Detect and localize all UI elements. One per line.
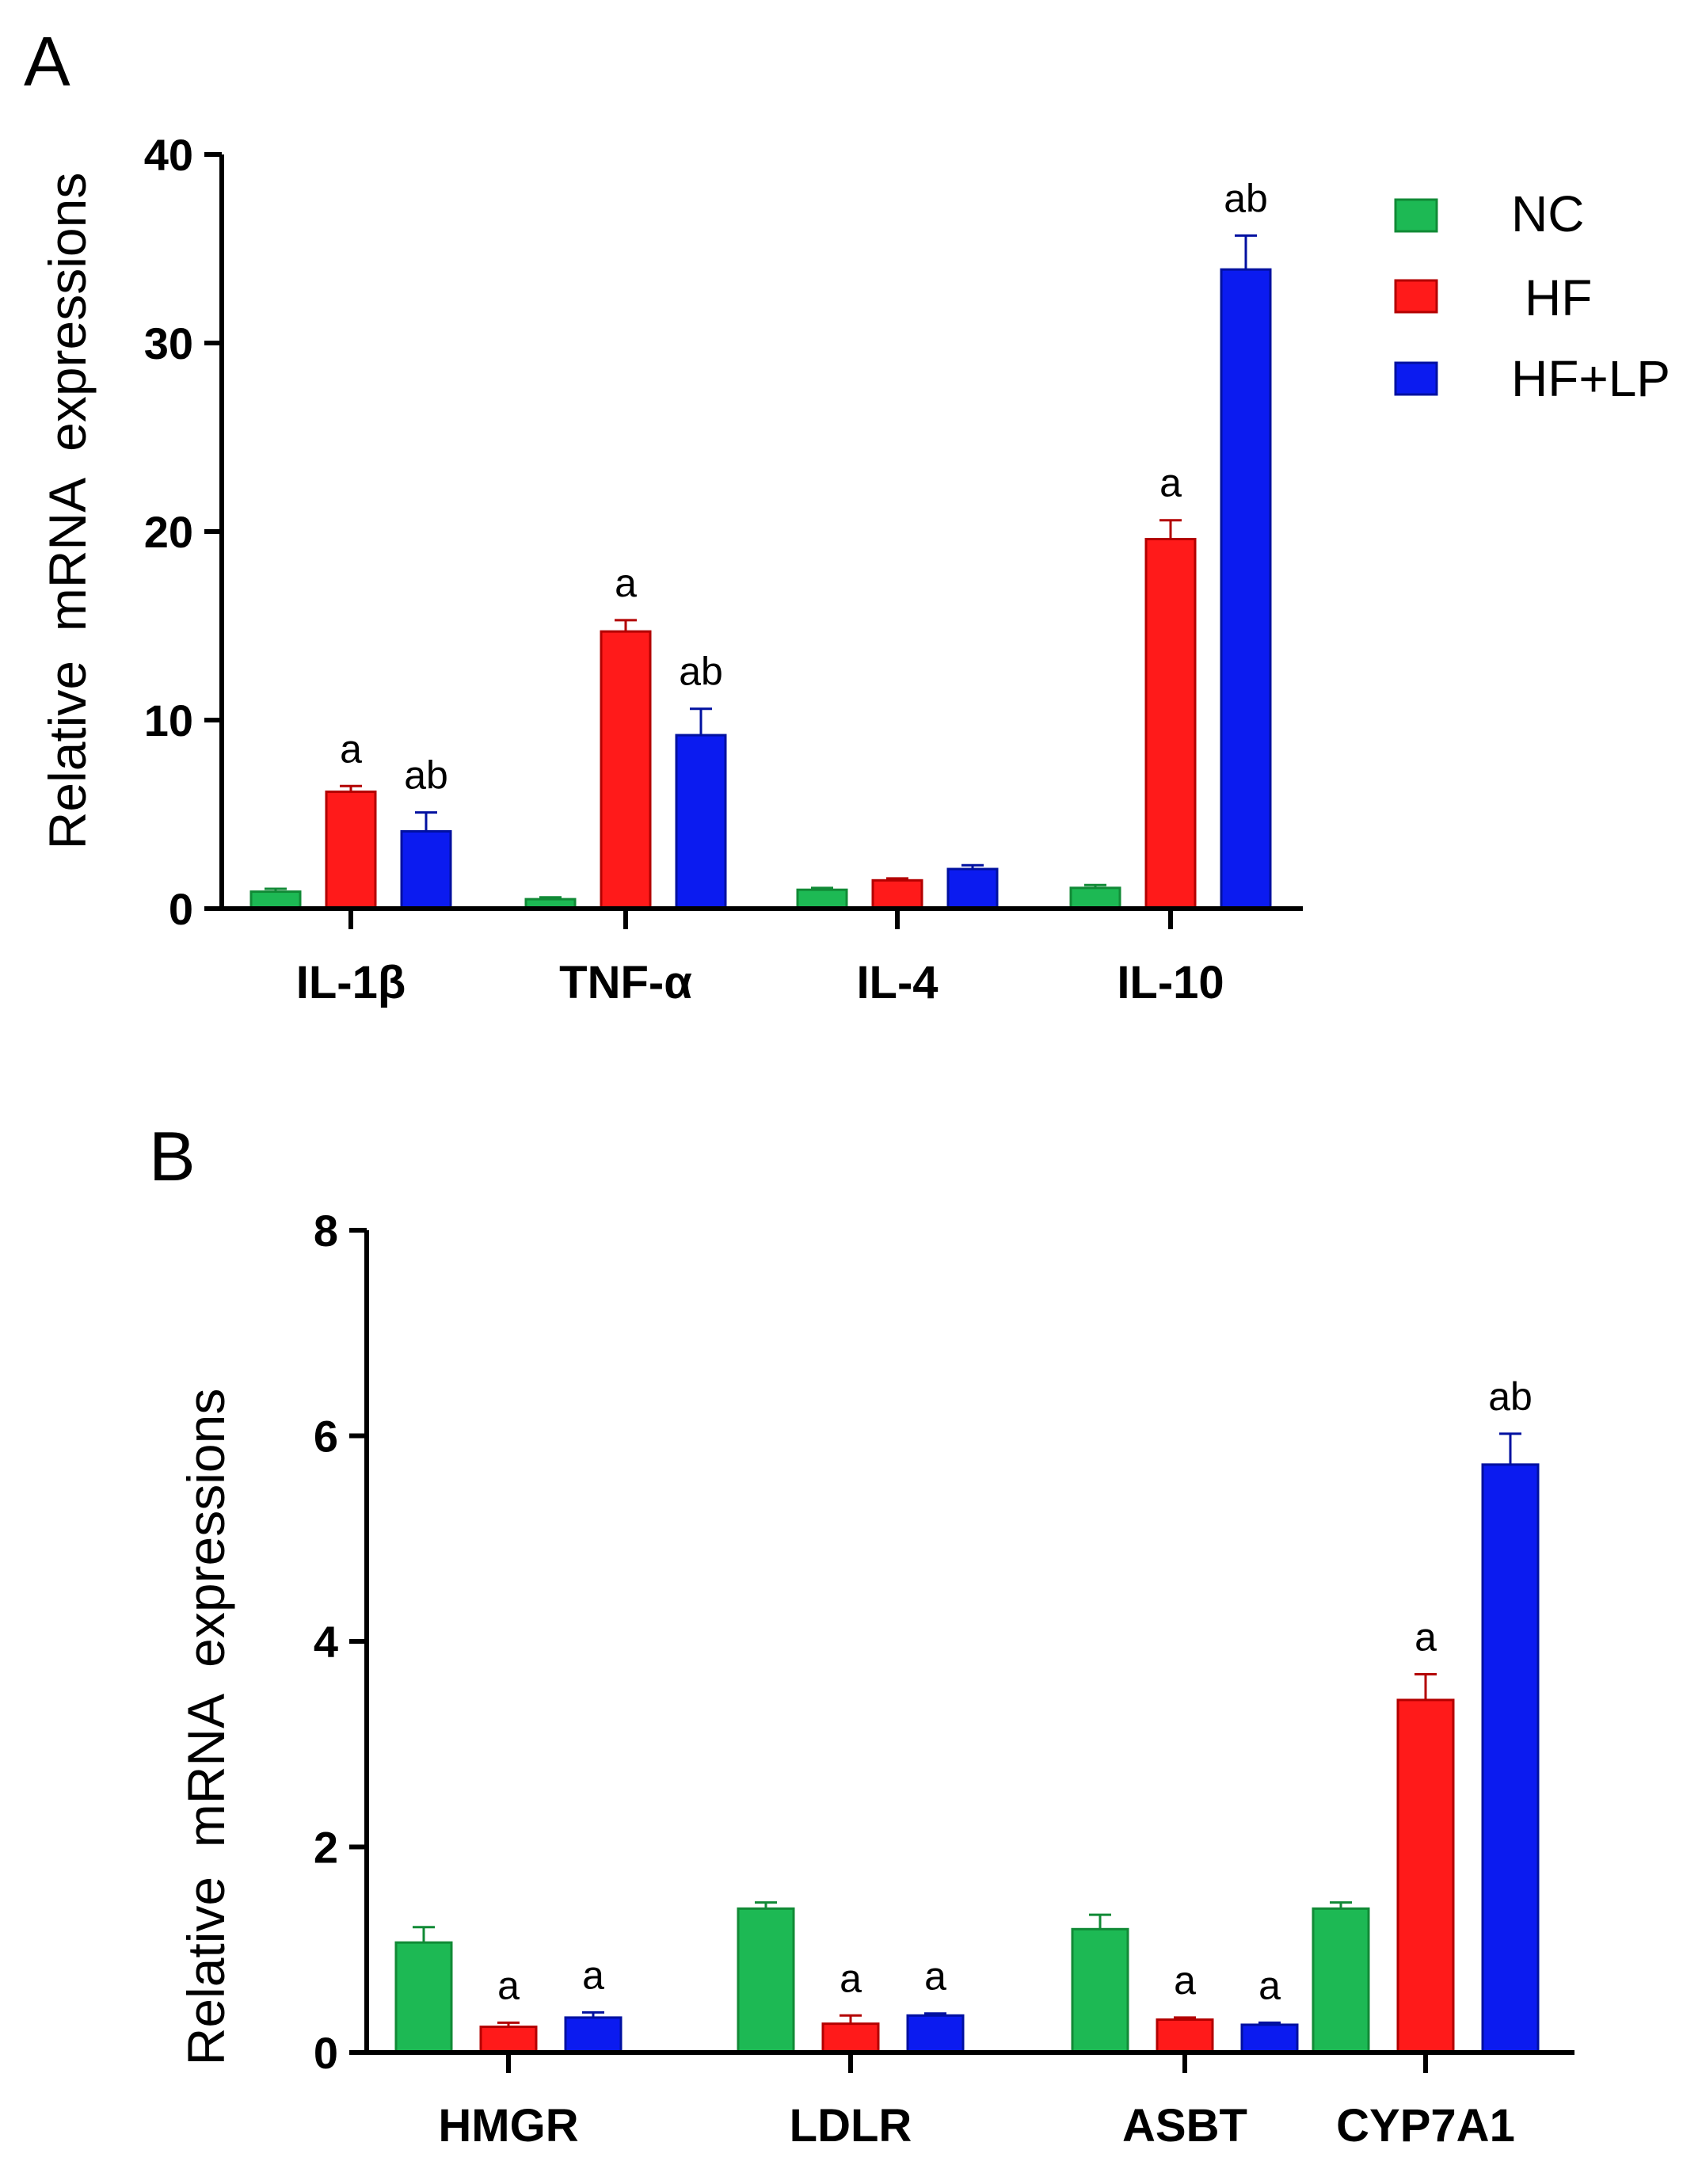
bar-b-cyp7a1-hf-lp <box>1481 1463 1540 2054</box>
bar-a-il-10-hf-sig-label: a <box>1159 461 1182 505</box>
x-tick-label-b-ldlr: LDLR <box>790 2100 912 2152</box>
bar-b-asbt-hf-lp-sig-label: a <box>1258 1963 1281 2007</box>
bar-b-hmgr-hf-sig-label: a <box>497 1963 520 2007</box>
bar-b-hmgr-hf <box>479 2026 538 2054</box>
bar-b-ldlr-hf <box>821 2022 880 2054</box>
x-tick-label-a-il-10: IL-10 <box>1117 957 1224 1008</box>
y-tick-label-b-8: 8 <box>314 1206 338 1256</box>
legend-swatch-hf <box>1394 279 1438 314</box>
bar-b-asbt-hf-lp <box>1240 2023 1299 2054</box>
bar-a-il-1-hf-lp-sig-label: ab <box>404 753 448 798</box>
legend-label-hf-lp: HF+LP <box>1511 350 1670 407</box>
chart-panel-b: B Relative mRNA expressions a a a a a a a ab 0 2 4… <box>149 1117 1574 2152</box>
panel-letter-b: B <box>149 1117 196 1195</box>
bar-b-asbt-hf <box>1156 2018 1214 2054</box>
bar-b-cyp7a1-hf <box>1396 1698 1455 2054</box>
y-tick-label-a-20: 20 <box>144 507 193 557</box>
bar-b-asbt-hf-sig-label: a <box>1174 1958 1196 2003</box>
y-axis-title-b: Relative mRNA expressions <box>177 1389 235 2066</box>
y-tick-label-b-0: 0 <box>314 2028 338 2078</box>
y-tick-label-b-4: 4 <box>314 1617 338 1667</box>
bar-a-il-10-nc <box>1069 886 1121 910</box>
bar-a-tnf-hf-sig-label: a <box>615 561 637 605</box>
bar-b-cyp7a1-nc <box>1312 1907 1370 2054</box>
y-tick-label-b-2: 2 <box>314 1823 338 1873</box>
legend-swatch-hf-lp <box>1394 361 1438 396</box>
bar-a-il-4-hf-lp <box>946 867 999 910</box>
bar-a-tnf-hf-lp-sig-label: ab <box>679 650 723 694</box>
y-axis-title-a: Relative mRNA expressions <box>38 173 97 850</box>
legend-swatch-nc <box>1394 198 1438 233</box>
bar-a-il-10-hf-lp-sig-label: ab <box>1224 176 1268 220</box>
x-tick-label-b-hmgr: HMGR <box>438 2100 578 2152</box>
x-tick-label-b-cyp7a1: CYP7A1 <box>1336 2100 1515 2152</box>
bar-b-ldlr-hf-sig-label: a <box>840 1956 862 2000</box>
x-tick-label-a-il-4: IL-4 <box>856 957 938 1008</box>
chart-panel-a: A Relative mRNA expressions aaaababab010… <box>24 22 1303 1008</box>
panel-letter-a: A <box>24 22 70 101</box>
y-tick-label-a-30: 30 <box>144 318 193 368</box>
bar-b-ldlr-nc <box>737 1907 795 2054</box>
y-tick-label-a-40: 40 <box>144 130 193 180</box>
y-tick-label-a-0: 0 <box>169 884 193 934</box>
x-tick-label-a-tnf: TNF-α <box>559 957 692 1008</box>
bar-b-hmgr-hf-lp-sig-label: a <box>582 1953 604 1997</box>
bar-a-il-4-nc <box>796 888 848 910</box>
bar-b-cyp7a1-hf-sig-label: a <box>1415 1615 1437 1660</box>
bar-b-cyp7a1-hf-lp-sig-label: ab <box>1488 1374 1533 1419</box>
x-tick-label-a-il-1: IL-1β <box>296 957 406 1008</box>
bar-b-hmgr-hf-lp <box>564 2016 623 2054</box>
y-tick-label-a-10: 10 <box>144 696 193 745</box>
bar-a-il-1-hf-sig-label: a <box>340 726 362 771</box>
bar-b-asbt-nc <box>1071 1927 1129 2054</box>
bar-a-tnf-hf-lp <box>675 734 727 910</box>
bar-a-tnf-hf <box>600 630 652 910</box>
y-tick-label-b-6: 6 <box>314 1412 338 1462</box>
x-tick-label-b-asbt: ASBT <box>1122 2100 1247 2152</box>
legend-label-hf: HF <box>1525 269 1592 326</box>
bar-a-il-1-hf-lp <box>400 829 452 910</box>
legend: NC HF HF+LP <box>1394 185 1670 407</box>
bar-b-ldlr-hf-lp <box>906 2014 965 2054</box>
bar-a-il-10-hf-lp <box>1220 268 1272 910</box>
bar-a-il-1-nc <box>249 890 302 910</box>
bar-a-il-10-hf <box>1144 538 1197 910</box>
bar-a-il-1-hf <box>325 790 377 910</box>
bar-b-ldlr-hf-lp-sig-label: a <box>924 1954 946 1999</box>
bar-b-hmgr-nc <box>394 1941 453 2054</box>
bar-a-il-4-hf <box>871 879 923 910</box>
legend-label-nc: NC <box>1511 185 1584 242</box>
